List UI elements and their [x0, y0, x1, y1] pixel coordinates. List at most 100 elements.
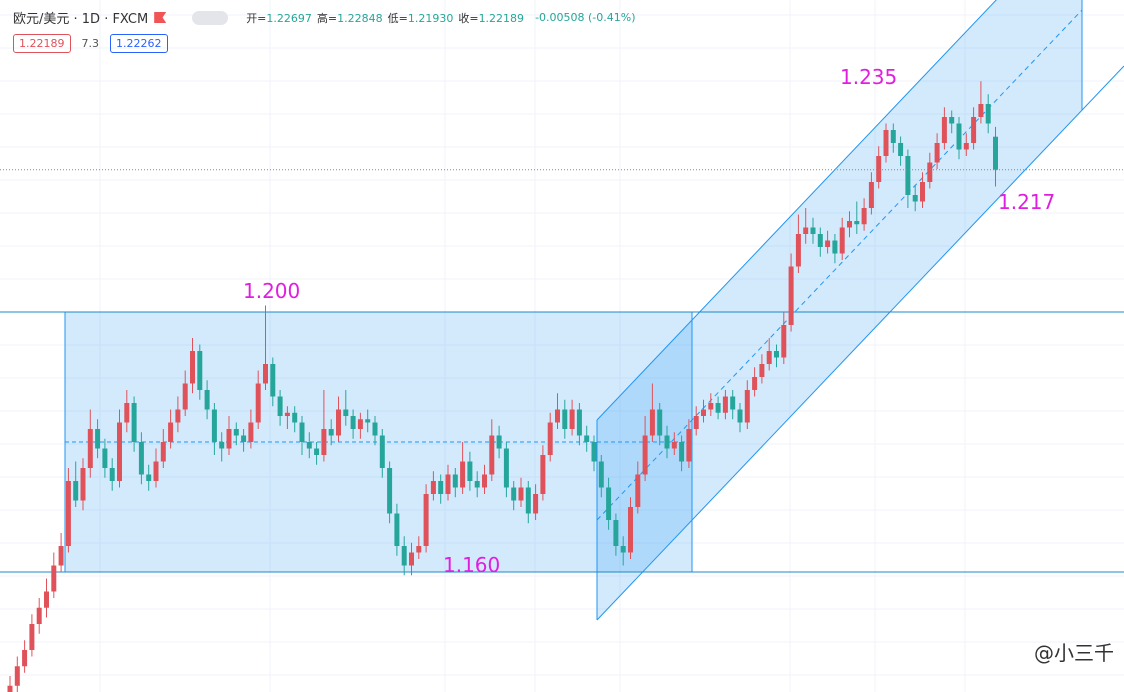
candle-body [795, 234, 801, 267]
candle-body [518, 487, 524, 501]
candle-body [7, 685, 13, 692]
candle-body [219, 442, 225, 449]
candle-body [87, 429, 93, 468]
candle-body [540, 455, 546, 494]
candle-body [58, 546, 64, 566]
candle-body [752, 377, 758, 390]
price-label: 1.200 [243, 279, 300, 303]
candle-body [701, 409, 706, 416]
candle-body [657, 409, 663, 436]
candle-body [635, 474, 641, 507]
candle-body [263, 364, 268, 384]
candle-body [781, 325, 787, 358]
candle-body [409, 552, 414, 566]
candle-body [671, 442, 677, 449]
candle-body [357, 419, 363, 429]
candle-body [788, 266, 794, 325]
candle-body [29, 624, 35, 650]
candle-body [430, 481, 436, 494]
candle-body [613, 520, 619, 546]
candle-body [182, 383, 188, 410]
candle-body [416, 546, 422, 553]
candle-body [978, 104, 984, 117]
close-badge: 1.22189 [13, 34, 71, 53]
candle-body [832, 240, 838, 254]
candle-body [452, 474, 458, 488]
candle-body [467, 461, 473, 481]
candle-body [482, 474, 487, 488]
candle-body [664, 435, 670, 449]
candle-body [387, 468, 393, 514]
candle-body [825, 240, 831, 247]
candle-body [956, 123, 962, 150]
candle-body [197, 351, 203, 390]
candle-body [146, 474, 152, 481]
candle-body [810, 227, 816, 234]
candle-body [715, 403, 721, 413]
channel-mid [596, 9, 1083, 521]
candle-body [190, 351, 195, 384]
candle-body [255, 383, 261, 423]
candle-body [693, 416, 699, 429]
candle-body [963, 143, 969, 150]
flag[interactable] [154, 12, 167, 23]
ohlc-value: 1.22848 [337, 11, 383, 25]
candle-body [131, 403, 137, 442]
ohlc-label: 低= [387, 11, 408, 25]
candle-body [102, 448, 108, 468]
candle-body [36, 607, 42, 624]
candle-body [993, 136, 998, 170]
ohlc: 开=1.22697 高=1.22848 低=1.21930 收=1.22189 [246, 10, 529, 26]
candle-body [284, 412, 290, 416]
candle-body [233, 429, 239, 436]
ask-badge: 1.22262 [110, 34, 168, 53]
candle-body [160, 442, 166, 462]
candle-body [927, 162, 933, 182]
channel [597, 0, 1082, 620]
candle-body [985, 104, 991, 124]
candle-body [649, 409, 655, 436]
candle-body [679, 442, 685, 462]
candle-body [803, 227, 809, 234]
candle-body [876, 156, 882, 182]
candle-body [628, 507, 633, 553]
candle-body [941, 117, 947, 143]
candle-body [51, 565, 57, 592]
candle-body [934, 143, 940, 163]
candle-body [277, 396, 283, 416]
candle-body [591, 442, 597, 462]
ohlc-value: 1.21930 [407, 11, 454, 25]
candle-body [890, 130, 896, 143]
price-label: 1.235 [840, 65, 897, 89]
candle-body [744, 390, 750, 423]
candle-body [606, 487, 612, 520]
candle-body [533, 494, 539, 514]
candle-body [95, 429, 101, 449]
candle-body [547, 422, 553, 455]
candle-body [248, 422, 254, 442]
ohlc-label: 收= [458, 11, 479, 25]
candle-body [379, 435, 385, 468]
candle-body [759, 364, 765, 377]
change: -0.00508 (-0.41%) [535, 11, 636, 24]
compare-toggle[interactable] [192, 10, 229, 25]
candle-body [153, 461, 159, 481]
candle-body [503, 448, 509, 488]
candle-body [686, 429, 692, 462]
candle-body [168, 422, 174, 442]
candle-body [905, 156, 911, 195]
candle-body [525, 487, 531, 514]
channel-lower [596, 65, 1124, 621]
candle-body [73, 481, 79, 501]
candle-body [124, 403, 130, 423]
candle-body [708, 403, 714, 410]
candle-body [292, 412, 298, 423]
candle-body [321, 429, 327, 455]
ohlc-label: 高= [316, 11, 338, 25]
badges: 1.22189 7.3 1.22262 [13, 34, 168, 53]
watermark: @小三千 [1034, 641, 1114, 665]
candle-body [722, 396, 728, 413]
candle-body [576, 409, 582, 436]
candle-body [328, 429, 334, 436]
